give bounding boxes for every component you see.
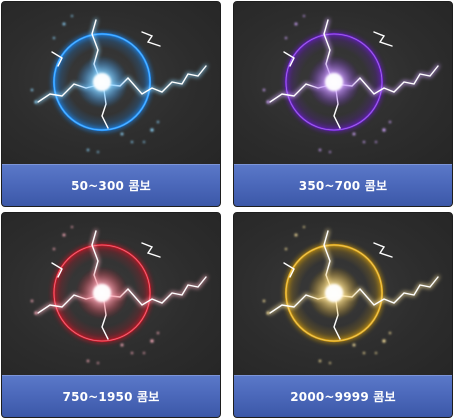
combo-range-label: 350~700 콤보	[234, 164, 452, 206]
combo-range-label: 750~1950 콤보	[2, 375, 220, 417]
combo-card[interactable]: 2000~9999 콤보	[233, 212, 453, 418]
combo-card[interactable]: 350~700 콤보	[233, 1, 453, 207]
combo-card[interactable]: 750~1950 콤보	[1, 212, 221, 418]
combo-effect-image	[234, 2, 452, 165]
combo-effect-image	[2, 213, 220, 376]
combo-effect-image	[234, 213, 452, 376]
combo-card[interactable]: 50~300 콤보	[1, 1, 221, 207]
combo-effect-image	[2, 2, 220, 165]
combo-range-label: 2000~9999 콤보	[234, 375, 452, 417]
combo-range-label: 50~300 콤보	[2, 164, 220, 206]
